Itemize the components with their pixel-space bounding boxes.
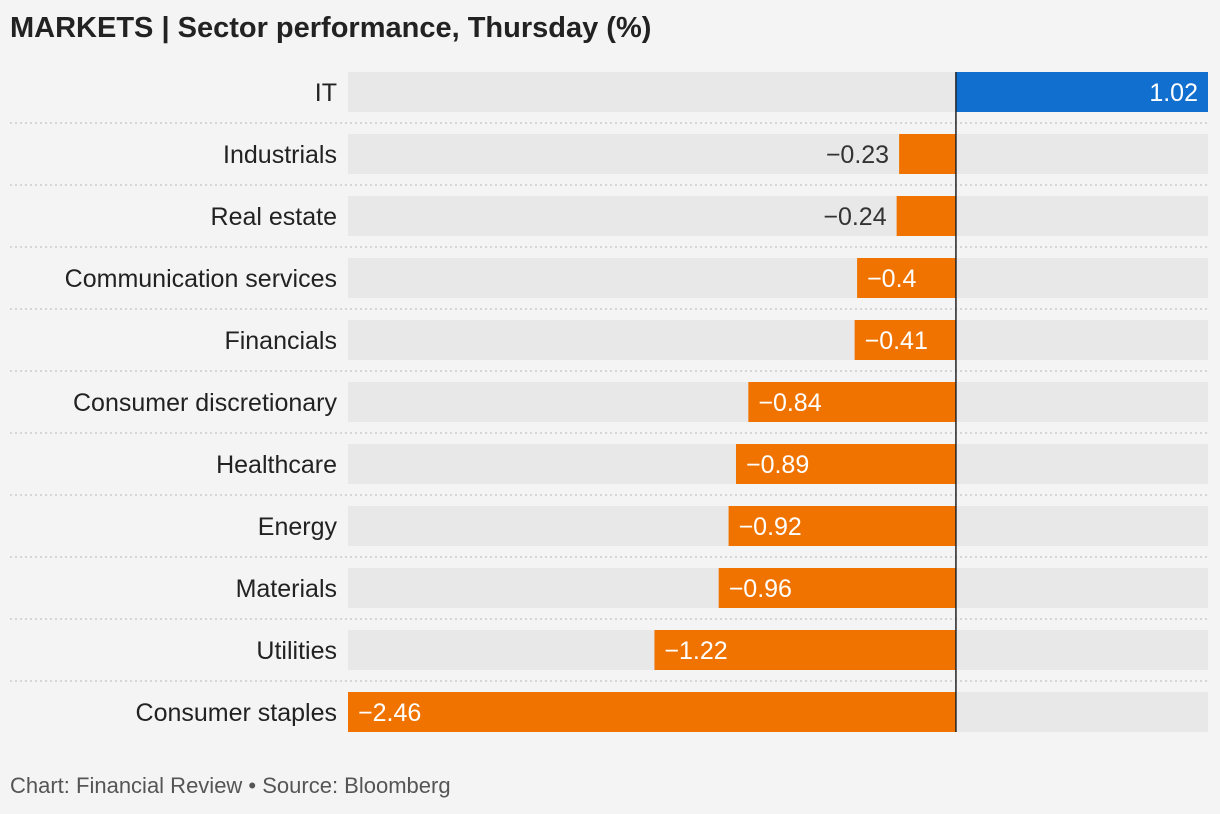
bar-energy <box>728 506 956 546</box>
data-label: −0.24 <box>823 203 886 231</box>
bar-track-financials <box>348 320 1208 360</box>
bar-consumer-discretionary <box>748 382 956 422</box>
bar-industrials <box>899 134 956 174</box>
data-label: −0.89 <box>746 451 809 479</box>
chart-title: MARKETS | Sector performance, Thursday (… <box>10 12 652 44</box>
bar-track-real-estate <box>348 196 1208 236</box>
category-label: Healthcare <box>216 451 337 479</box>
data-label: −0.4 <box>867 265 916 293</box>
data-label: −1.22 <box>664 637 727 665</box>
category-label: Communication services <box>65 265 337 293</box>
data-label: −0.96 <box>729 575 792 603</box>
data-label: −0.23 <box>826 141 889 169</box>
bar-track-industrials <box>348 134 1208 174</box>
data-label: −0.84 <box>758 389 821 417</box>
bar-communication-services <box>857 258 956 298</box>
category-label: Real estate <box>211 203 337 231</box>
bar-materials <box>718 568 956 608</box>
data-label: −0.92 <box>739 513 802 541</box>
data-label: −0.41 <box>865 327 928 355</box>
category-label: Materials <box>236 575 337 603</box>
bar-track-communication-services <box>348 258 1208 298</box>
data-label: −2.46 <box>358 699 421 727</box>
bar-healthcare <box>735 444 956 484</box>
category-label: Consumer staples <box>136 699 337 727</box>
bar-real-estate <box>896 196 956 236</box>
bar-consumer-staples <box>348 692 956 732</box>
chart-credit: Chart: Financial Review • Source: Bloomb… <box>10 773 451 798</box>
category-label: Financials <box>224 327 337 355</box>
category-label: Utilities <box>256 637 337 665</box>
category-label: Industrials <box>223 141 337 169</box>
bar-it <box>955 72 1208 112</box>
bar-utilities <box>654 630 956 670</box>
data-label: 1.02 <box>1149 79 1198 107</box>
category-label: IT <box>315 79 337 107</box>
category-label: Energy <box>258 513 338 541</box>
category-label: Consumer discretionary <box>73 389 337 417</box>
bar-financials <box>854 320 956 360</box>
chart-rows: IT 1.02 Industrials −0.23 Real estate −0.24 Co… <box>10 72 1208 732</box>
